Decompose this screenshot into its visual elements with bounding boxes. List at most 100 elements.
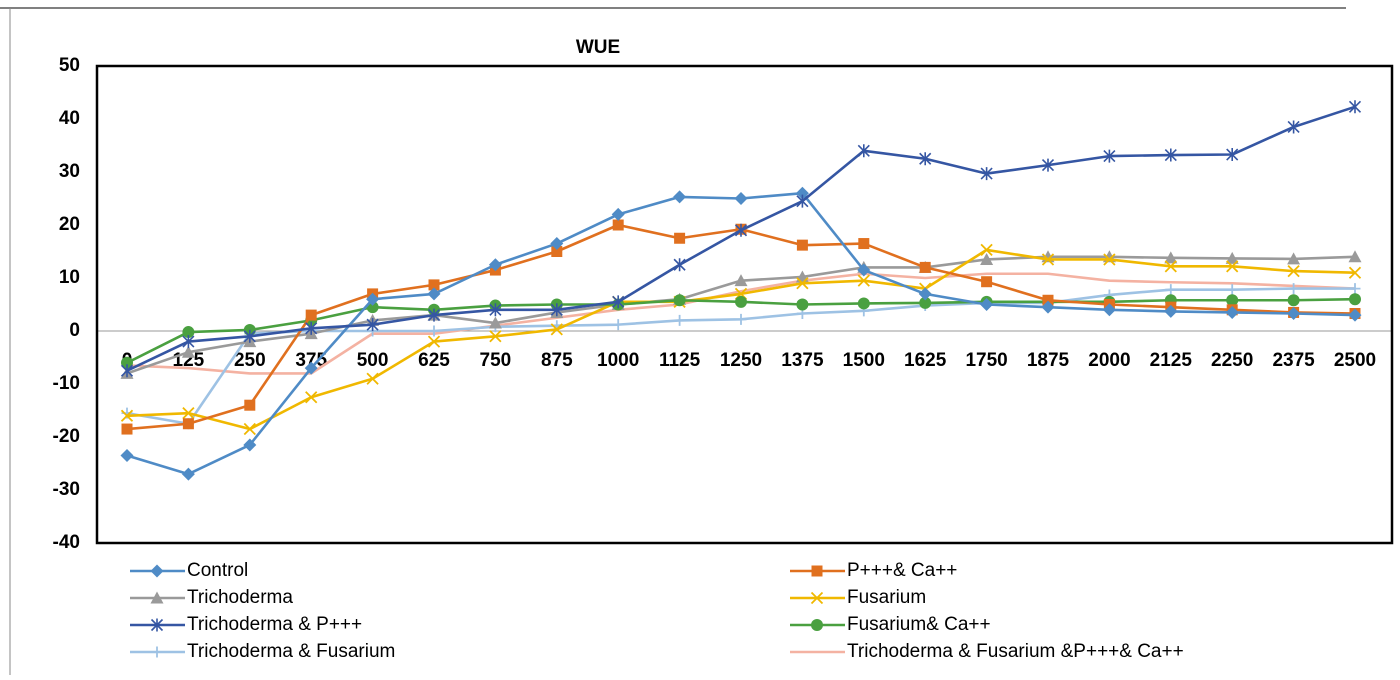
x-tick-label: 1875 — [1027, 350, 1070, 371]
marker — [1287, 264, 1300, 278]
marker — [1164, 304, 1178, 318]
marker — [1348, 250, 1362, 263]
marker — [1225, 251, 1239, 264]
marker — [305, 391, 318, 404]
x-tick-label: 1125 — [659, 350, 701, 371]
x-tick-label: 2500 — [1334, 350, 1376, 371]
marker — [305, 309, 317, 321]
marker — [811, 619, 823, 631]
legend-label: Trichoderma — [187, 587, 293, 608]
x-tick-label: 2250 — [1211, 350, 1253, 371]
marker — [120, 449, 134, 463]
marker — [1103, 253, 1116, 266]
x-tick-label: 1500 — [843, 350, 885, 371]
marker — [1164, 148, 1177, 162]
marker — [612, 219, 624, 231]
x-tick-label: 625 — [418, 350, 450, 371]
marker — [1348, 308, 1362, 322]
legend-label: Trichoderma & P+++ — [187, 614, 362, 635]
x-tick-label: 1375 — [781, 350, 824, 371]
y-tick-label: 40 — [59, 108, 80, 129]
x-tick-label: 2375 — [1272, 350, 1315, 371]
marker — [980, 243, 993, 257]
marker — [366, 372, 379, 385]
marker — [857, 297, 870, 310]
marker — [1164, 260, 1177, 273]
y-tick-label: -20 — [53, 426, 80, 447]
marker — [182, 407, 195, 420]
y-tick-label: -30 — [53, 479, 80, 500]
marker — [918, 287, 932, 301]
marker — [150, 618, 164, 632]
marker — [150, 591, 164, 604]
plot-frame — [95, 64, 1394, 545]
legend-label: Fusarium — [847, 587, 926, 608]
x-tick-label: 2125 — [1150, 350, 1193, 371]
series — [120, 186, 1362, 481]
marker — [1041, 158, 1055, 172]
marker — [244, 399, 256, 411]
marker — [550, 237, 564, 251]
marker — [1226, 294, 1239, 307]
marker — [1287, 252, 1301, 265]
marker — [980, 252, 994, 265]
marker — [182, 326, 195, 339]
x-tick-label: 1000 — [597, 350, 639, 371]
marker — [1348, 266, 1362, 279]
marker — [1042, 294, 1054, 306]
marker — [1103, 149, 1116, 163]
marker — [611, 207, 625, 221]
x-tick-label: 1625 — [904, 350, 947, 371]
marker — [243, 438, 257, 452]
marker — [735, 295, 747, 308]
marker — [981, 276, 993, 288]
marker — [796, 239, 808, 251]
series-line — [126, 272, 1356, 375]
marker — [550, 323, 563, 336]
marker — [366, 318, 379, 332]
x-tick-label: 250 — [234, 350, 266, 371]
legend-label: Trichoderma & Fusarium — [187, 641, 395, 662]
x-tick-label: 2000 — [1088, 350, 1130, 371]
x-tick-label: 1250 — [720, 350, 762, 371]
y-tick-label: 0 — [69, 320, 80, 341]
marker — [1226, 148, 1239, 162]
marker — [366, 292, 380, 306]
marker — [980, 298, 994, 311]
marker — [919, 296, 932, 309]
marker — [551, 246, 563, 257]
marker — [858, 238, 870, 250]
marker — [150, 564, 164, 578]
series — [120, 243, 1362, 436]
marker — [305, 321, 318, 335]
marker — [1041, 300, 1055, 314]
x-tick-label: 500 — [357, 350, 389, 371]
marker — [735, 313, 747, 325]
marker — [304, 361, 318, 375]
marker — [121, 423, 133, 435]
x-tick-label: 375 — [295, 350, 327, 371]
marker — [181, 467, 195, 481]
legend-label: Fusarium& Ca++ — [847, 614, 991, 635]
marker — [489, 330, 502, 343]
marker — [857, 274, 870, 287]
marker — [151, 646, 163, 658]
marker — [796, 277, 809, 290]
marker — [857, 263, 871, 277]
marker — [182, 335, 195, 349]
y-tick-label: 20 — [59, 214, 80, 235]
marker — [1287, 120, 1300, 134]
marker — [1226, 260, 1239, 273]
series — [126, 272, 1356, 375]
marker — [1041, 253, 1055, 266]
marker — [1165, 284, 1177, 296]
y-tick-label: -10 — [53, 373, 80, 394]
x-tick-label: 1750 — [965, 350, 1007, 371]
marker — [1287, 294, 1300, 307]
marker — [734, 192, 748, 205]
marker — [810, 591, 824, 605]
marker — [734, 223, 748, 237]
series — [120, 100, 1362, 378]
marker — [120, 409, 134, 422]
